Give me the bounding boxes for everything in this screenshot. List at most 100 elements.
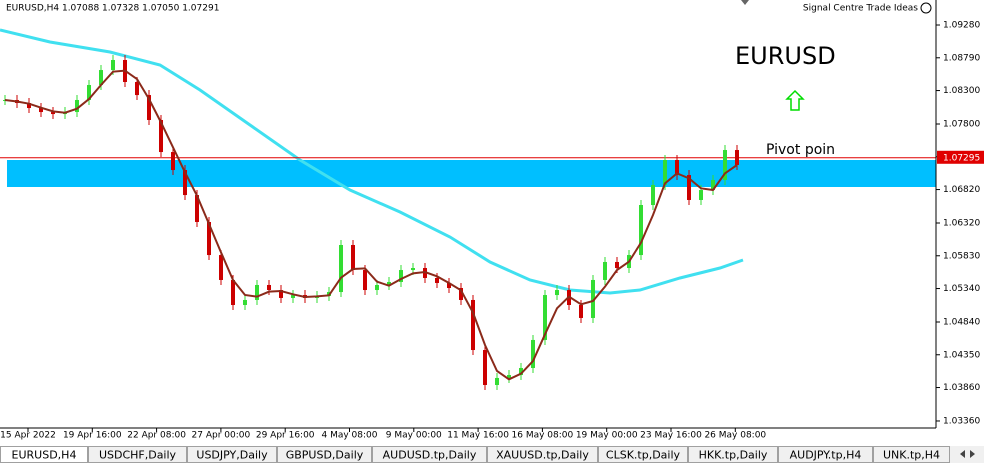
candle-body	[363, 270, 367, 291]
candle-body	[111, 59, 115, 71]
tab-label[interactable]: USDJPY,Daily	[196, 449, 268, 462]
candle-body	[411, 268, 415, 271]
pivot-label: Pivot poin	[766, 142, 835, 158]
candle-body	[711, 179, 715, 191]
chart-annotation-title: EURUSD	[735, 42, 836, 70]
candle-body	[543, 295, 547, 340]
up-arrow	[785, 89, 805, 111]
candle-body	[351, 245, 355, 271]
current-price-label: 1.07295	[943, 153, 980, 163]
candle-body	[639, 205, 643, 256]
candle-body	[687, 175, 691, 200]
candle-body	[723, 150, 727, 180]
price-tick-label: 1.08300	[943, 86, 980, 96]
tab-label[interactable]: USDCHF,Daily	[99, 449, 177, 462]
price-tick-label: 1.06820	[943, 185, 980, 195]
time-label: 4 May 08:00	[322, 431, 378, 441]
tabs: EURUSD,H4 USDCHF,Daily USDJPY,Daily GBPUSD,…	[0, 446, 950, 463]
time-label: 26 May 08:00	[704, 431, 766, 441]
candle-body	[735, 150, 739, 166]
marker	[741, 0, 749, 5]
slow-ma	[0, 28, 744, 295]
candle-body	[279, 290, 283, 298]
price-tick-label: 1.03360	[943, 416, 980, 426]
candle-body	[651, 185, 655, 206]
candle-body	[699, 190, 703, 200]
signal-icon[interactable]	[920, 2, 932, 14]
candle-body	[207, 221, 211, 256]
time-label: 29 Apr 16:00	[256, 431, 315, 441]
candle-body	[603, 261, 607, 280]
time-label: 16 May 08:00	[512, 431, 574, 441]
price-tick-label: 1.08790	[943, 53, 980, 63]
tab-label[interactable]: AUDJPY.tp,H4	[790, 449, 862, 462]
price-tick-label: 1.09280	[943, 21, 980, 31]
candle-body	[447, 282, 451, 289]
time-label: 19 Apr 16:00	[63, 431, 122, 441]
price-tick-label: 1.05830	[943, 251, 980, 261]
signal-label: Signal Centre Trade Ideas	[803, 4, 918, 14]
time-label: 23 May 16:00	[640, 431, 702, 441]
candle-body	[183, 170, 187, 196]
candle-body	[399, 270, 403, 282]
candle-body	[99, 70, 103, 86]
candle-body	[495, 377, 499, 385]
candle-body	[435, 277, 439, 283]
candle-body	[135, 82, 139, 96]
price-tick-label: 1.04840	[943, 317, 980, 327]
tab-label[interactable]: AUDUSD.tp,Daily	[383, 449, 477, 462]
tab-label[interactable]: HKK.tp,Daily	[699, 449, 768, 462]
candle-body	[291, 295, 295, 298]
time-label: 22 Apr 08:00	[127, 431, 186, 441]
candle-body	[147, 95, 151, 120]
candle-body	[195, 195, 199, 222]
time-label: 15 Apr 2022	[0, 431, 56, 441]
candle-body	[171, 152, 175, 171]
fast-ma	[4, 69, 738, 381]
candle-body	[267, 284, 271, 291]
candle-body	[471, 299, 475, 351]
symbol-info: EURUSD,H4 1.07088 1.07328 1.07050 1.0729…	[6, 4, 219, 14]
price-tick-label: 1.06320	[943, 218, 980, 228]
time-label: 19 May 00:00	[576, 431, 638, 441]
tab-scroll[interactable]	[960, 450, 975, 458]
current-price-box	[937, 150, 984, 164]
time-label: 9 May 00:00	[386, 431, 442, 441]
candle-body	[375, 284, 379, 291]
price-tick-label: 1.07800	[943, 120, 980, 130]
tab-label[interactable]: GBPUSD,Daily	[286, 449, 364, 462]
candle-body	[339, 245, 343, 293]
price-tick-label: 1.05340	[943, 284, 980, 294]
candle-body	[675, 159, 679, 176]
candle-body	[663, 159, 667, 186]
candle-body	[555, 290, 559, 296]
tab-label[interactable]: EURUSD,H4	[12, 449, 77, 462]
plot	[0, 54, 936, 390]
candle-body	[39, 108, 43, 113]
candle-body	[75, 99, 79, 113]
tab-label[interactable]: XAUUSD.tp,Daily	[496, 449, 589, 462]
candle-body	[483, 350, 487, 385]
candle-body	[27, 103, 31, 109]
candle-body	[243, 299, 247, 305]
candle-body	[219, 255, 223, 280]
time-label: 27 Apr 00:00	[192, 431, 251, 441]
candle-body	[231, 279, 235, 305]
candle-body	[591, 279, 595, 318]
candle-body	[255, 284, 259, 300]
candle-body	[531, 339, 535, 369]
candle-body	[87, 85, 91, 100]
candle-body	[507, 375, 511, 378]
candle-body	[579, 304, 583, 318]
candle-body	[159, 119, 163, 153]
price-tick-label: 1.03860	[943, 383, 980, 393]
tab-label[interactable]: UNK.tp,H4	[883, 449, 940, 462]
tab-label[interactable]: CLSK.tp,Daily	[606, 449, 681, 462]
time-label: 11 May 16:00	[447, 431, 509, 441]
candle-body	[51, 112, 55, 115]
candle-body	[519, 368, 523, 376]
price-tick-label: 1.04350	[943, 350, 980, 360]
zone	[7, 160, 936, 187]
